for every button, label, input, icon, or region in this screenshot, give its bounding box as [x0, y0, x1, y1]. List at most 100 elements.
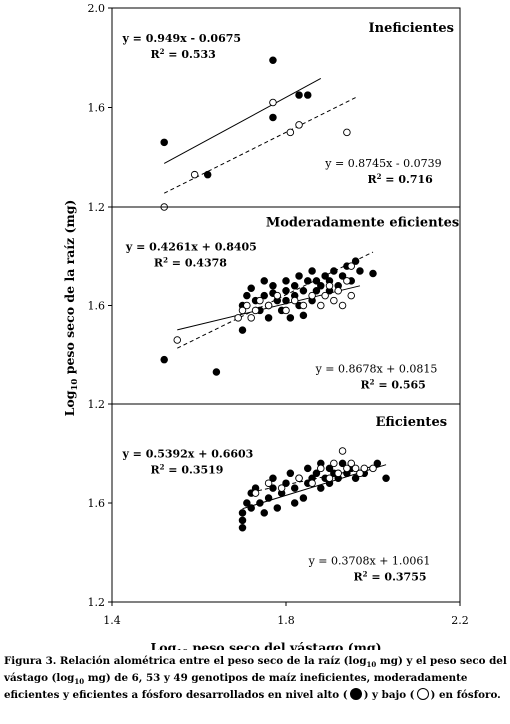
point-high-p	[304, 277, 312, 285]
point-high-p	[269, 56, 277, 64]
point-low-p	[251, 306, 260, 315]
panel-1: 1.2 1.6 2.0 Ineficientes y = 0.949x - 0.0675…	[88, 2, 461, 214]
point-high-p	[312, 286, 321, 295]
panel-title: Moderadamente eficientes	[266, 216, 459, 231]
x-axis-label: Log10 peso seco del vástago (mg)	[150, 640, 381, 650]
point-low-p	[264, 301, 273, 310]
point-high-p	[243, 499, 251, 507]
point-low-p	[338, 301, 347, 310]
point-low-p	[325, 474, 334, 483]
r2-high: R2 = 0.4378	[154, 255, 227, 269]
point-high-p	[269, 474, 277, 483]
point-low-p	[308, 479, 316, 487]
point-high-p	[238, 326, 247, 334]
r2-high: R2 = 0.3519	[150, 462, 223, 476]
point-low-p	[277, 484, 286, 492]
point-high-p	[295, 91, 303, 99]
panel-title: Ineficientes	[369, 21, 454, 36]
point-high-p	[286, 469, 295, 478]
filled-circle-legend	[349, 688, 362, 701]
point-low-p	[360, 464, 369, 473]
equation-low: y = 0.8745x - 0.0739	[324, 157, 441, 170]
point-high-p	[256, 499, 264, 507]
fit-line-low-p	[177, 251, 374, 349]
point-low-p	[334, 469, 342, 478]
point-low-p	[286, 128, 295, 137]
point-low-p	[247, 314, 255, 322]
point-low-p	[369, 464, 377, 473]
point-high-p	[338, 459, 347, 468]
y-tick-label: 2.0	[88, 2, 106, 15]
point-high-p	[264, 494, 273, 502]
point-high-p	[290, 282, 299, 290]
point-high-p	[290, 484, 299, 492]
point-high-p	[264, 314, 273, 322]
equation-low: y = 0.8678x + 0.0815	[315, 362, 438, 375]
point-low-p	[308, 291, 316, 300]
point-low-p	[347, 459, 356, 468]
point-high-p	[330, 267, 338, 275]
point-high-p	[269, 113, 277, 122]
point-high-p	[351, 474, 360, 483]
point-low-p	[343, 128, 351, 137]
point-low-p	[299, 301, 308, 310]
y-tick-label: 1.6	[88, 102, 106, 115]
panel-2: 1.2 1.6 Moderadamente eficientes y = 0.4261…	[88, 206, 461, 411]
point-high-p	[312, 277, 321, 285]
point-low-p	[243, 301, 251, 310]
y-tick-label: 1.2	[88, 596, 106, 609]
y-tick-label: 1.6	[88, 497, 106, 510]
fit-line-high-p	[163, 78, 322, 164]
y-tick-label: 1.6	[88, 300, 106, 313]
point-low-p	[343, 464, 351, 473]
point-low-p	[330, 459, 338, 468]
y-axis-label: Log10 peso seco de la raíz (mg)	[62, 200, 80, 417]
point-high-p	[269, 484, 277, 492]
point-low-p	[317, 464, 325, 473]
point-high-p	[286, 314, 295, 322]
point-high-p	[269, 282, 277, 290]
figure-chart: 1.2 1.6 2.0 Ineficientes y = 0.949x - 0.0675…	[62, 2, 469, 650]
point-high-p	[325, 464, 334, 473]
point-low-p	[190, 170, 199, 179]
point-high-p	[317, 484, 325, 492]
point-low-p	[238, 306, 247, 315]
y-tick-label: 1.2	[88, 398, 106, 411]
equation-low: y = 0.3708x + 1.0061	[308, 554, 431, 567]
point-high-p	[304, 464, 312, 473]
point-high-p	[243, 291, 251, 300]
equation-high: y = 0.5392x + 0.6603	[121, 447, 253, 460]
equation-high: y = 0.949x - 0.0675	[121, 32, 241, 45]
point-high-p	[317, 282, 325, 290]
x-tick-label: 2.2	[451, 614, 469, 627]
point-high-p	[160, 138, 168, 147]
point-high-p	[282, 479, 290, 487]
point-low-p	[338, 447, 347, 455]
figure-caption: Figura 3. Relación alométrica entre el p…	[4, 655, 507, 702]
point-high-p	[160, 355, 168, 364]
equation-high: y = 0.4261x + 0.8405	[125, 240, 257, 253]
point-high-p	[308, 267, 316, 275]
point-high-p	[338, 272, 347, 280]
point-low-p	[234, 314, 242, 322]
point-high-p	[282, 286, 290, 295]
point-low-p	[356, 469, 364, 478]
point-low-p	[273, 291, 282, 300]
r2-low: R2 = 0.3755	[354, 569, 427, 583]
point-high-p	[238, 524, 247, 532]
point-low-p	[321, 291, 329, 300]
point-high-p	[282, 296, 290, 305]
point-low-p	[325, 282, 334, 290]
point-high-p	[282, 277, 290, 285]
point-low-p	[343, 277, 351, 285]
point-low-p	[251, 489, 260, 497]
point-high-p	[260, 509, 269, 517]
point-low-p	[295, 121, 303, 129]
point-high-p	[299, 311, 308, 320]
panel-title: Eficientes	[376, 415, 448, 430]
point-low-p	[351, 464, 360, 473]
y-tick-label: 1.2	[88, 201, 106, 214]
point-low-p	[347, 262, 356, 270]
point-low-p	[290, 296, 299, 305]
panel-3: 1.2 1.6 1.4 1.8 2.2 Eficientes y = 0.5392x + 0…	[88, 403, 469, 627]
